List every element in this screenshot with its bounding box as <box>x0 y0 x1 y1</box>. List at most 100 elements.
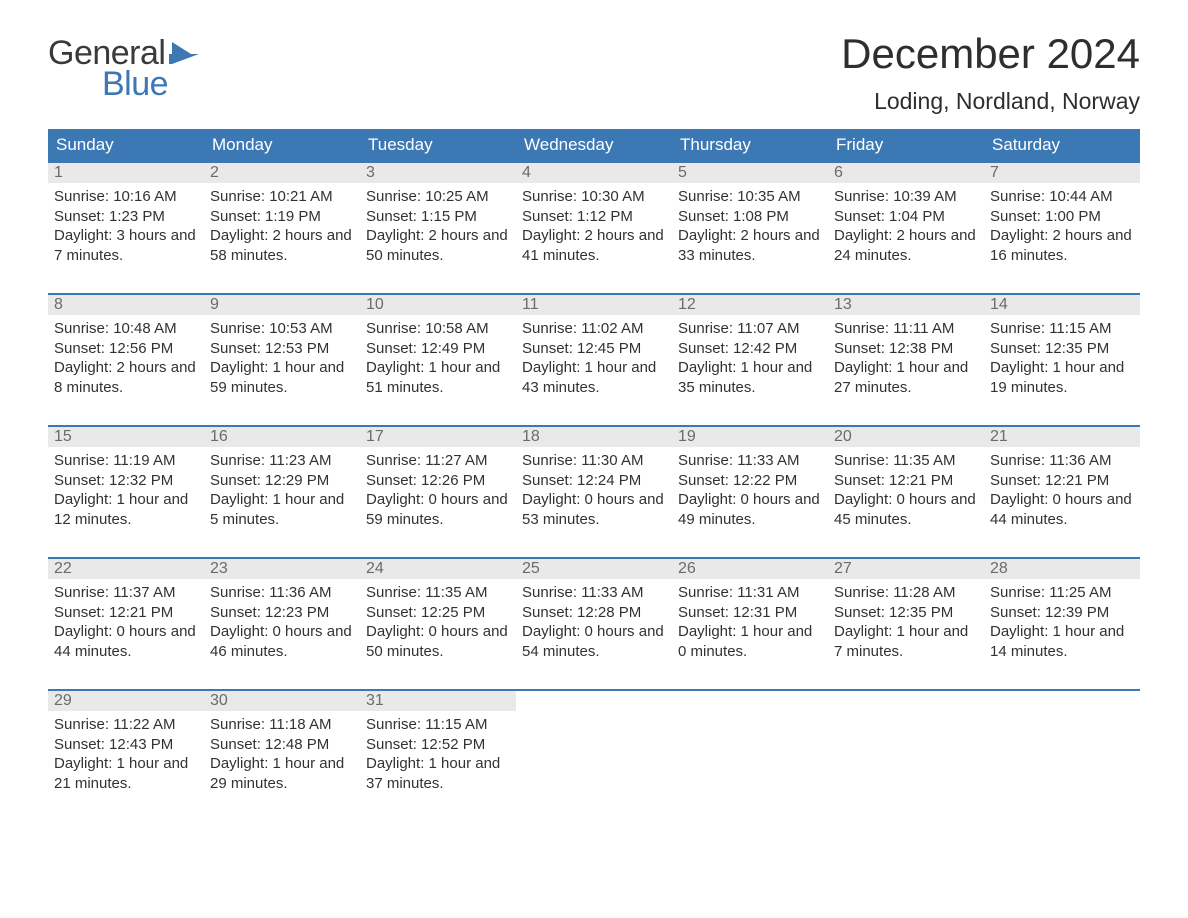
page-title: December 2024 <box>841 30 1140 78</box>
calendar-day-cell: 22Sunrise: 11:37 AMSunset: 12:21 PMDayli… <box>48 558 204 690</box>
day-details: Sunrise: 10:16 AMSunset: 1:23 PMDaylight… <box>48 183 204 293</box>
calendar-day-cell: 31Sunrise: 11:15 AMSunset: 12:52 PMDayli… <box>360 690 516 803</box>
calendar-week-row: 8Sunrise: 10:48 AMSunset: 12:56 PMDaylig… <box>48 294 1140 426</box>
day-number: 6 <box>828 163 984 183</box>
day-number: 23 <box>204 559 360 579</box>
day-number: 4 <box>516 163 672 183</box>
calendar-day-cell: 2Sunrise: 10:21 AMSunset: 1:19 PMDayligh… <box>204 162 360 294</box>
day-details: Sunrise: 10:44 AMSunset: 1:00 PMDaylight… <box>984 183 1140 293</box>
calendar-day-cell: 29Sunrise: 11:22 AMSunset: 12:43 PMDayli… <box>48 690 204 803</box>
day-details: Sunrise: 11:30 AMSunset: 12:24 PMDayligh… <box>516 447 672 557</box>
weekday-header-row: Sunday Monday Tuesday Wednesday Thursday… <box>48 129 1140 162</box>
calendar-body: 1Sunrise: 10:16 AMSunset: 1:23 PMDayligh… <box>48 162 1140 803</box>
day-details: Sunrise: 11:31 AMSunset: 12:31 PMDayligh… <box>672 579 828 689</box>
day-details: Sunrise: 11:18 AMSunset: 12:48 PMDayligh… <box>204 711 360 803</box>
calendar-day-cell: 11Sunrise: 11:02 AMSunset: 12:45 PMDayli… <box>516 294 672 426</box>
brand-logo: General Blue <box>48 34 203 104</box>
day-details: Sunrise: 11:35 AMSunset: 12:25 PMDayligh… <box>360 579 516 689</box>
calendar-week-row: 1Sunrise: 10:16 AMSunset: 1:23 PMDayligh… <box>48 162 1140 294</box>
day-number: 18 <box>516 427 672 447</box>
calendar-day-cell: 27Sunrise: 11:28 AMSunset: 12:35 PMDayli… <box>828 558 984 690</box>
calendar-day-cell: 1Sunrise: 10:16 AMSunset: 1:23 PMDayligh… <box>48 162 204 294</box>
calendar-day-cell: 4Sunrise: 10:30 AMSunset: 1:12 PMDayligh… <box>516 162 672 294</box>
day-details: Sunrise: 10:48 AMSunset: 12:56 PMDayligh… <box>48 315 204 425</box>
day-number: 3 <box>360 163 516 183</box>
day-details: Sunrise: 11:36 AMSunset: 12:21 PMDayligh… <box>984 447 1140 557</box>
day-number: 14 <box>984 295 1140 315</box>
day-number: 21 <box>984 427 1140 447</box>
day-details: Sunrise: 11:35 AMSunset: 12:21 PMDayligh… <box>828 447 984 557</box>
weekday-header: Wednesday <box>516 129 672 162</box>
day-details: Sunrise: 10:25 AMSunset: 1:15 PMDaylight… <box>360 183 516 293</box>
calendar-day-cell: 6Sunrise: 10:39 AMSunset: 1:04 PMDayligh… <box>828 162 984 294</box>
flag-icon <box>169 42 203 69</box>
calendar-day-cell: 5Sunrise: 10:35 AMSunset: 1:08 PMDayligh… <box>672 162 828 294</box>
weekday-header: Sunday <box>48 129 204 162</box>
day-number: 31 <box>360 691 516 711</box>
calendar-day-cell: 19Sunrise: 11:33 AMSunset: 12:22 PMDayli… <box>672 426 828 558</box>
calendar-day-cell: 30Sunrise: 11:18 AMSunset: 12:48 PMDayli… <box>204 690 360 803</box>
calendar-day-cell: 26Sunrise: 11:31 AMSunset: 12:31 PMDayli… <box>672 558 828 690</box>
day-details: Sunrise: 11:25 AMSunset: 12:39 PMDayligh… <box>984 579 1140 689</box>
day-number: 17 <box>360 427 516 447</box>
calendar-week-row: 29Sunrise: 11:22 AMSunset: 12:43 PMDayli… <box>48 690 1140 803</box>
day-details: Sunrise: 11:36 AMSunset: 12:23 PMDayligh… <box>204 579 360 689</box>
calendar-week-row: 22Sunrise: 11:37 AMSunset: 12:21 PMDayli… <box>48 558 1140 690</box>
day-number: 24 <box>360 559 516 579</box>
day-number: 28 <box>984 559 1140 579</box>
calendar-day-cell <box>516 690 672 803</box>
day-number: 26 <box>672 559 828 579</box>
calendar-day-cell: 13Sunrise: 11:11 AMSunset: 12:38 PMDayli… <box>828 294 984 426</box>
weekday-header: Friday <box>828 129 984 162</box>
location-subtitle: Loding, Nordland, Norway <box>841 88 1140 115</box>
calendar-day-cell: 3Sunrise: 10:25 AMSunset: 1:15 PMDayligh… <box>360 162 516 294</box>
day-details: Sunrise: 11:28 AMSunset: 12:35 PMDayligh… <box>828 579 984 689</box>
day-number: 9 <box>204 295 360 315</box>
day-number: 5 <box>672 163 828 183</box>
calendar-day-cell: 21Sunrise: 11:36 AMSunset: 12:21 PMDayli… <box>984 426 1140 558</box>
day-number: 10 <box>360 295 516 315</box>
weekday-header: Saturday <box>984 129 1140 162</box>
day-details: Sunrise: 11:19 AMSunset: 12:32 PMDayligh… <box>48 447 204 557</box>
calendar-day-cell: 9Sunrise: 10:53 AMSunset: 12:53 PMDaylig… <box>204 294 360 426</box>
day-details: Sunrise: 10:39 AMSunset: 1:04 PMDaylight… <box>828 183 984 293</box>
day-details: Sunrise: 11:02 AMSunset: 12:45 PMDayligh… <box>516 315 672 425</box>
calendar-day-cell: 28Sunrise: 11:25 AMSunset: 12:39 PMDayli… <box>984 558 1140 690</box>
calendar-day-cell: 24Sunrise: 11:35 AMSunset: 12:25 PMDayli… <box>360 558 516 690</box>
calendar-day-cell: 12Sunrise: 11:07 AMSunset: 12:42 PMDayli… <box>672 294 828 426</box>
calendar-day-cell: 8Sunrise: 10:48 AMSunset: 12:56 PMDaylig… <box>48 294 204 426</box>
day-number: 22 <box>48 559 204 579</box>
calendar-day-cell: 16Sunrise: 11:23 AMSunset: 12:29 PMDayli… <box>204 426 360 558</box>
day-number: 16 <box>204 427 360 447</box>
calendar-day-cell <box>672 690 828 803</box>
day-number: 12 <box>672 295 828 315</box>
calendar-week-row: 15Sunrise: 11:19 AMSunset: 12:32 PMDayli… <box>48 426 1140 558</box>
day-number: 8 <box>48 295 204 315</box>
day-details: Sunrise: 11:27 AMSunset: 12:26 PMDayligh… <box>360 447 516 557</box>
calendar-day-cell <box>828 690 984 803</box>
day-details: Sunrise: 11:23 AMSunset: 12:29 PMDayligh… <box>204 447 360 557</box>
day-details: Sunrise: 11:15 AMSunset: 12:52 PMDayligh… <box>360 711 516 803</box>
day-number: 7 <box>984 163 1140 183</box>
day-number: 1 <box>48 163 204 183</box>
day-details: Sunrise: 10:35 AMSunset: 1:08 PMDaylight… <box>672 183 828 293</box>
calendar-day-cell: 25Sunrise: 11:33 AMSunset: 12:28 PMDayli… <box>516 558 672 690</box>
calendar-day-cell <box>984 690 1140 803</box>
page: General Blue December 2024 Loding, Nordl… <box>0 0 1188 843</box>
day-number: 19 <box>672 427 828 447</box>
day-number: 11 <box>516 295 672 315</box>
calendar-table: Sunday Monday Tuesday Wednesday Thursday… <box>48 129 1140 803</box>
day-number: 20 <box>828 427 984 447</box>
day-details: Sunrise: 10:30 AMSunset: 1:12 PMDaylight… <box>516 183 672 293</box>
calendar-day-cell: 10Sunrise: 10:58 AMSunset: 12:49 PMDayli… <box>360 294 516 426</box>
day-details: Sunrise: 11:11 AMSunset: 12:38 PMDayligh… <box>828 315 984 425</box>
day-details: Sunrise: 11:33 AMSunset: 12:22 PMDayligh… <box>672 447 828 557</box>
day-details: Sunrise: 11:15 AMSunset: 12:35 PMDayligh… <box>984 315 1140 425</box>
title-block: December 2024 Loding, Nordland, Norway <box>841 30 1140 115</box>
day-number: 25 <box>516 559 672 579</box>
calendar-day-cell: 7Sunrise: 10:44 AMSunset: 1:00 PMDayligh… <box>984 162 1140 294</box>
calendar-day-cell: 23Sunrise: 11:36 AMSunset: 12:23 PMDayli… <box>204 558 360 690</box>
day-details: Sunrise: 10:58 AMSunset: 12:49 PMDayligh… <box>360 315 516 425</box>
day-number: 13 <box>828 295 984 315</box>
brand-word-2: Blue <box>102 65 168 104</box>
